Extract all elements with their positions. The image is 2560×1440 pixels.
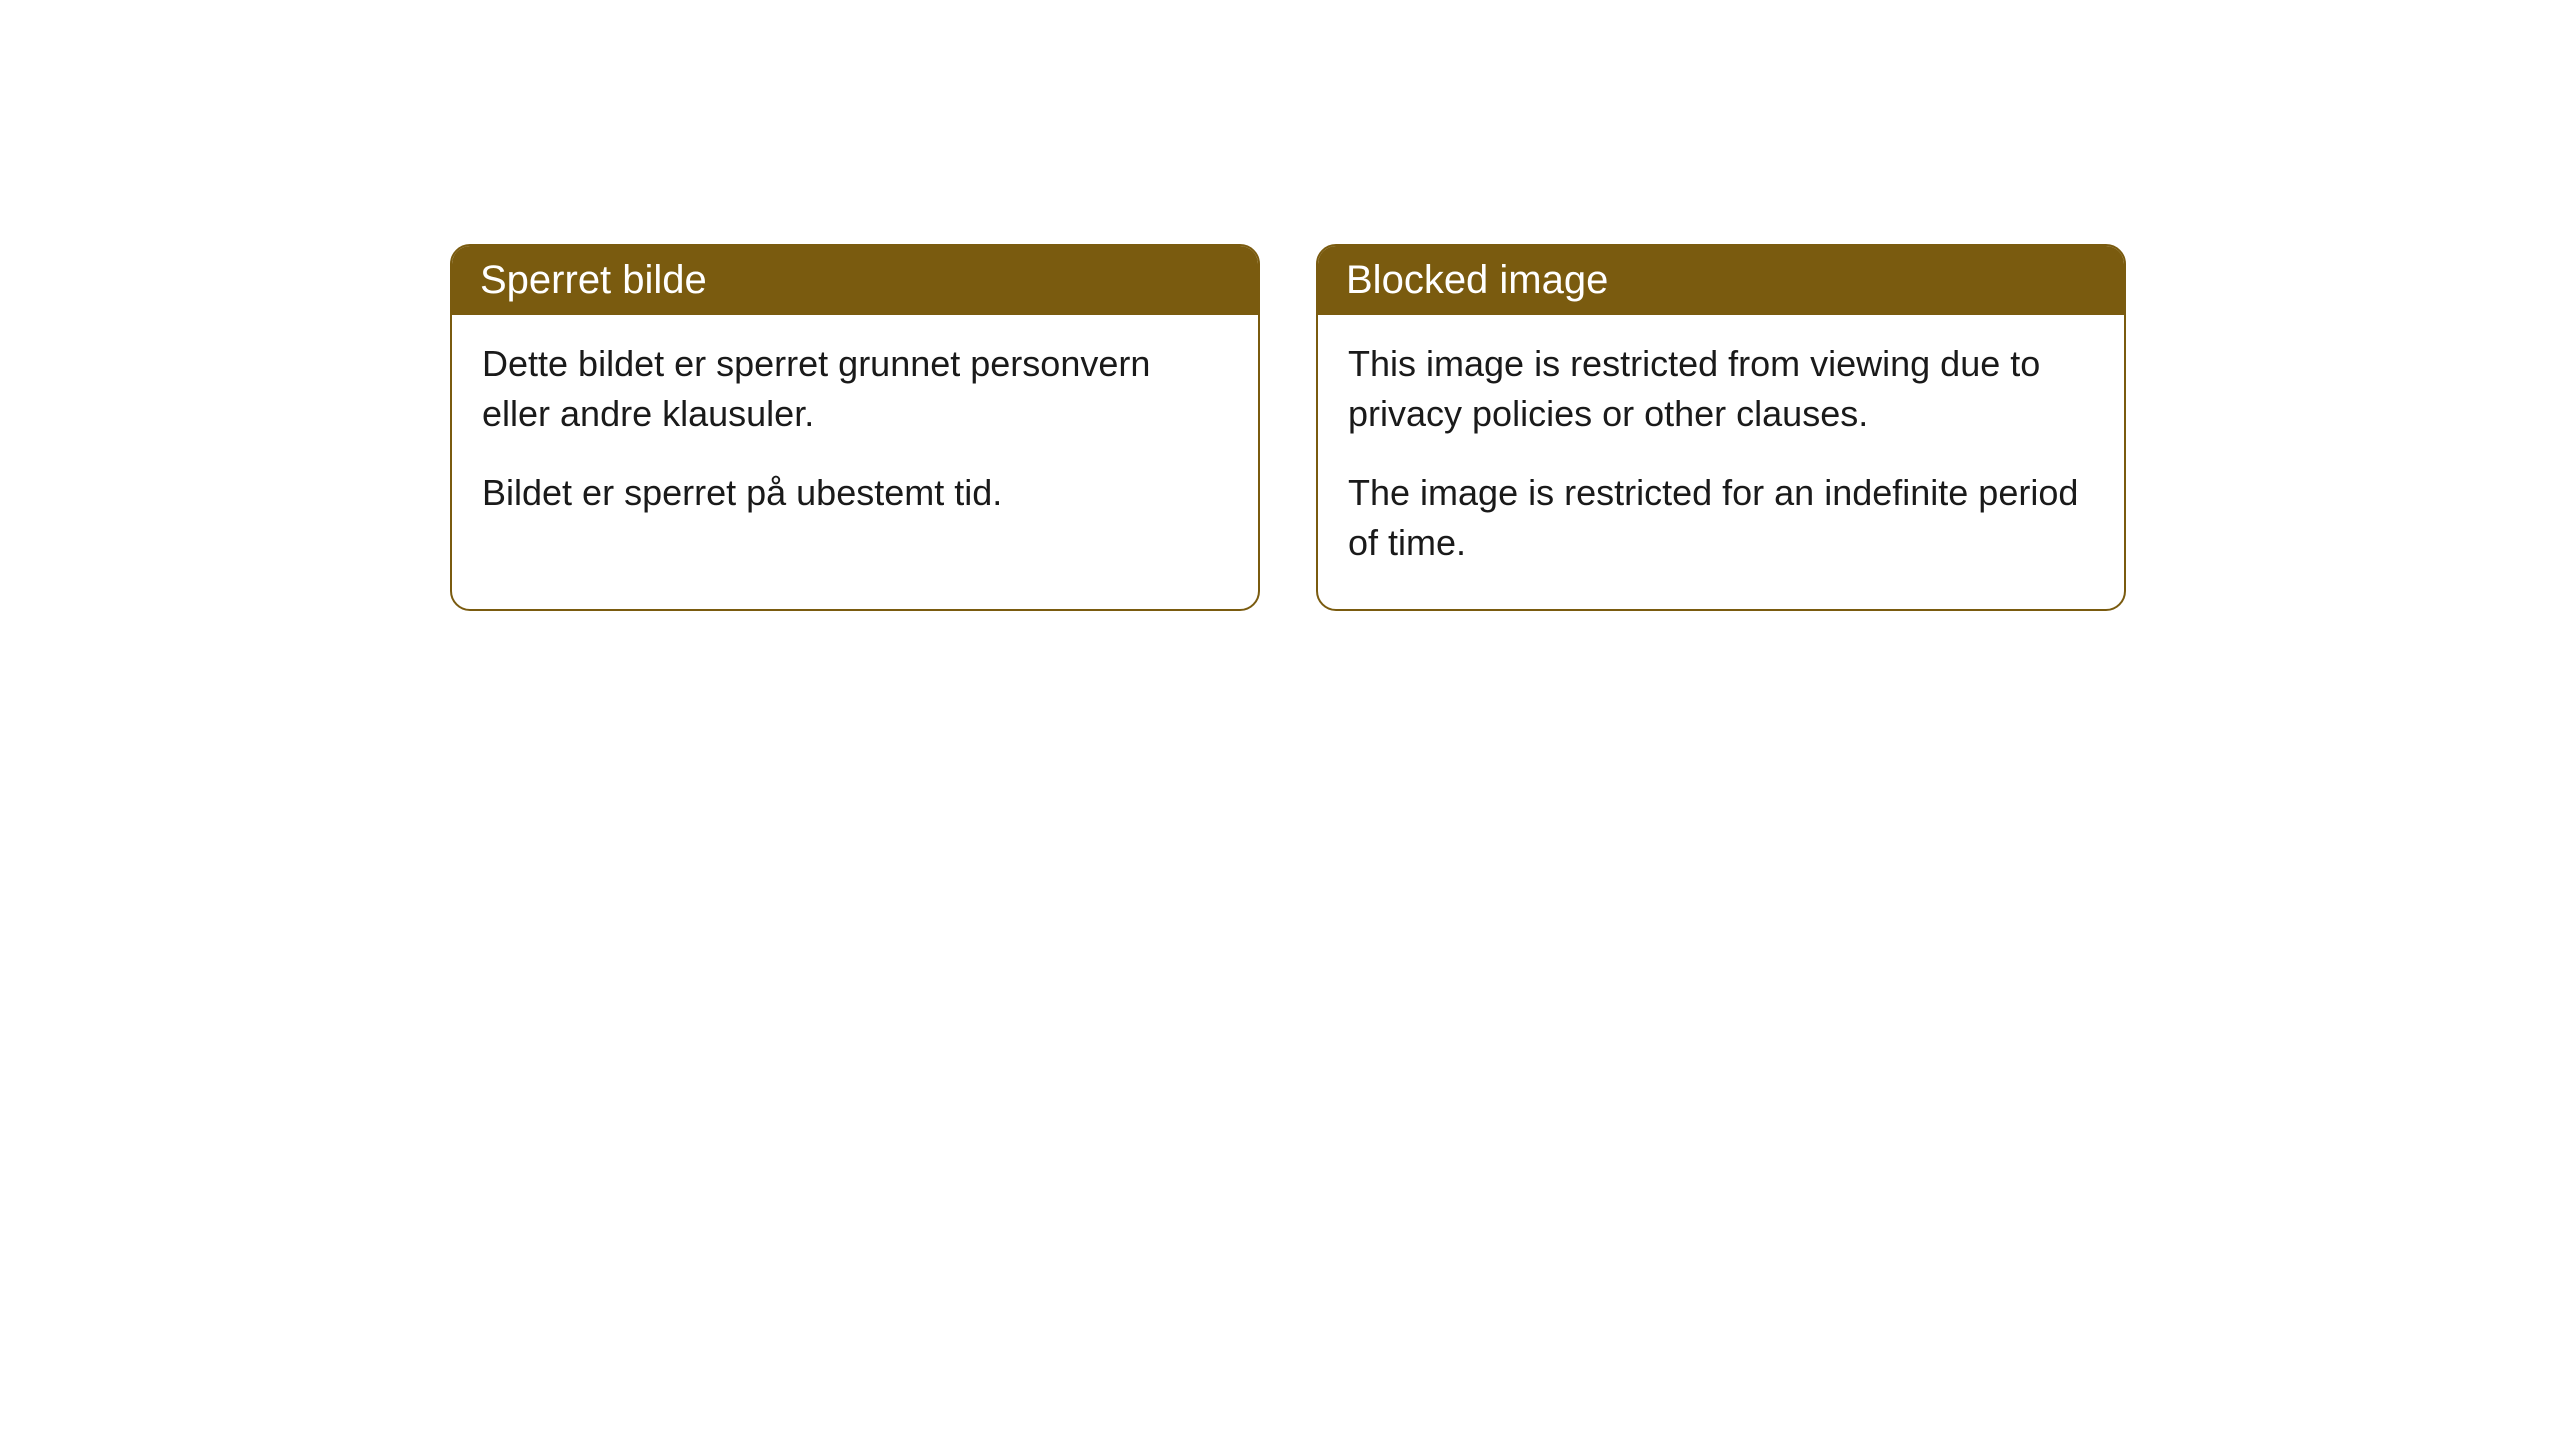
card-body-norwegian: Dette bildet er sperret grunnet personve… (452, 315, 1258, 558)
card-paragraph-1-norwegian: Dette bildet er sperret grunnet personve… (482, 339, 1228, 440)
card-header-norwegian: Sperret bilde (452, 246, 1258, 315)
card-paragraph-1-english: This image is restricted from viewing du… (1348, 339, 2094, 440)
card-title-norwegian: Sperret bilde (480, 258, 707, 302)
card-norwegian: Sperret bilde Dette bildet er sperret gr… (450, 244, 1260, 611)
card-paragraph-2-english: The image is restricted for an indefinit… (1348, 468, 2094, 569)
cards-container: Sperret bilde Dette bildet er sperret gr… (450, 244, 2126, 611)
card-body-english: This image is restricted from viewing du… (1318, 315, 2124, 609)
card-english: Blocked image This image is restricted f… (1316, 244, 2126, 611)
card-title-english: Blocked image (1346, 258, 1608, 302)
card-paragraph-2-norwegian: Bildet er sperret på ubestemt tid. (482, 468, 1228, 518)
card-header-english: Blocked image (1318, 246, 2124, 315)
